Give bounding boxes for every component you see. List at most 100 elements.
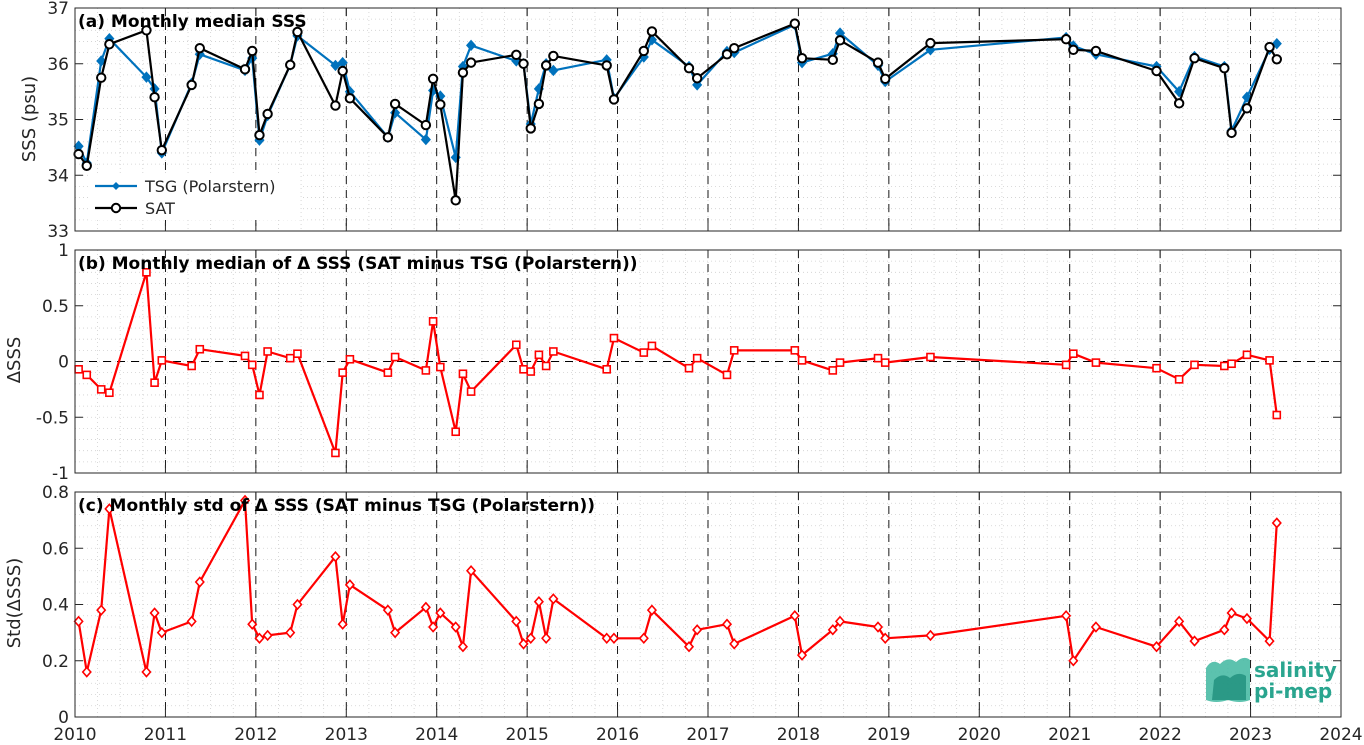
data-point <box>683 63 695 74</box>
data-point <box>73 615 84 628</box>
data-point <box>691 73 703 84</box>
data-point <box>540 60 552 71</box>
data-point <box>428 317 438 326</box>
data-point <box>1091 358 1101 367</box>
data-point <box>533 595 544 608</box>
panel-a-ylabel: SSS (psu) <box>19 76 40 162</box>
data-point <box>345 354 355 364</box>
data-point <box>450 195 461 206</box>
data-point <box>390 352 400 362</box>
y-tick-label: 0.4 <box>42 596 69 616</box>
y-tick-label: 0.6 <box>42 539 69 559</box>
data-point <box>1174 85 1185 98</box>
data-point <box>240 351 250 361</box>
data-point <box>1271 54 1282 65</box>
data-point <box>186 615 197 628</box>
data-point <box>338 368 347 377</box>
data-point <box>1226 607 1237 619</box>
data-point <box>141 25 152 36</box>
x-tick-label: 2019 <box>867 725 910 745</box>
panel-b: -1 -0.5 0 0.5 1 ΔSSS (b) Monthly median of Δ… <box>4 241 1342 484</box>
panel-b-ylabel: ΔSSS <box>4 337 25 384</box>
panel-c: 0 0.2 0.4 0.6 0.8 Std(ΔSSS) (c) Monthly std … <box>4 483 1342 728</box>
data-point <box>926 352 935 362</box>
data-point <box>1219 624 1230 636</box>
data-point <box>1227 359 1236 369</box>
data-point <box>254 129 265 141</box>
x-tick-label: 2022 <box>1139 725 1182 745</box>
data-point <box>150 378 159 387</box>
panel-b-ticks: -1 -0.5 0 0.5 1 <box>36 241 1342 484</box>
panel-b-grid <box>74 249 1342 474</box>
data-point <box>450 621 461 633</box>
data-point <box>187 361 196 371</box>
data-point <box>1190 360 1199 370</box>
data-point <box>828 366 838 375</box>
data-point <box>255 390 264 400</box>
data-point <box>96 385 106 394</box>
x-tick-label: 2020 <box>958 725 1001 745</box>
data-point <box>796 52 808 64</box>
data-point <box>1265 356 1274 365</box>
data-point <box>457 67 469 78</box>
data-point <box>157 356 167 365</box>
data-point <box>1152 363 1161 373</box>
y-tick-label: 36 <box>47 55 69 75</box>
data-point <box>534 350 544 360</box>
data-point <box>880 358 890 367</box>
data-point <box>789 18 801 29</box>
data-point <box>835 358 845 367</box>
legend-sat-marker <box>110 202 122 214</box>
data-point <box>285 626 296 639</box>
data-point <box>82 370 92 380</box>
y-tick-label: 35 <box>47 111 69 131</box>
data-point <box>827 54 838 66</box>
data-point <box>608 632 620 644</box>
data-point <box>1173 98 1185 109</box>
data-point <box>638 45 649 57</box>
data-point <box>1068 655 1079 667</box>
data-point <box>1241 612 1253 625</box>
logo-wave-icon-shade <box>1212 673 1246 700</box>
data-point <box>466 39 477 52</box>
data-point <box>1174 615 1185 628</box>
data-point <box>880 73 891 85</box>
data-point <box>81 160 92 171</box>
data-point <box>601 60 612 71</box>
data-point <box>519 365 528 374</box>
data-point <box>1090 621 1102 633</box>
data-point <box>1068 44 1079 56</box>
data-point <box>797 356 807 365</box>
data-point <box>73 148 84 160</box>
data-point <box>872 57 884 68</box>
data-point <box>526 367 536 376</box>
data-point <box>548 50 559 62</box>
data-point <box>525 123 536 134</box>
data-point <box>149 92 160 103</box>
data-point <box>533 98 545 110</box>
data-point <box>1189 52 1200 64</box>
data-point <box>344 93 356 104</box>
x-tick-label: 2011 <box>144 725 187 745</box>
data-point <box>331 448 340 458</box>
data-point <box>390 626 401 639</box>
data-point <box>195 344 205 354</box>
data-point <box>925 37 936 49</box>
data-point <box>541 361 551 371</box>
data-point <box>1241 103 1253 114</box>
y-tick-label: -1 <box>52 464 69 484</box>
x-tick-label: 2021 <box>1048 725 1091 745</box>
salinity-pi-mep-logo: salinity pi-mep <box>1206 657 1337 703</box>
data-point <box>1061 610 1072 622</box>
data-point <box>156 144 168 156</box>
data-point <box>602 365 612 374</box>
data-point <box>293 349 302 358</box>
x-tick-label: 2012 <box>234 725 277 745</box>
data-point <box>1242 350 1252 360</box>
legend-tsg-marker <box>112 182 120 190</box>
panel-a-series <box>73 18 1282 206</box>
panel-a-title: (a) Monthly median SSS <box>78 12 307 32</box>
data-point <box>518 58 529 69</box>
logo-line1: salinity <box>1254 658 1337 682</box>
